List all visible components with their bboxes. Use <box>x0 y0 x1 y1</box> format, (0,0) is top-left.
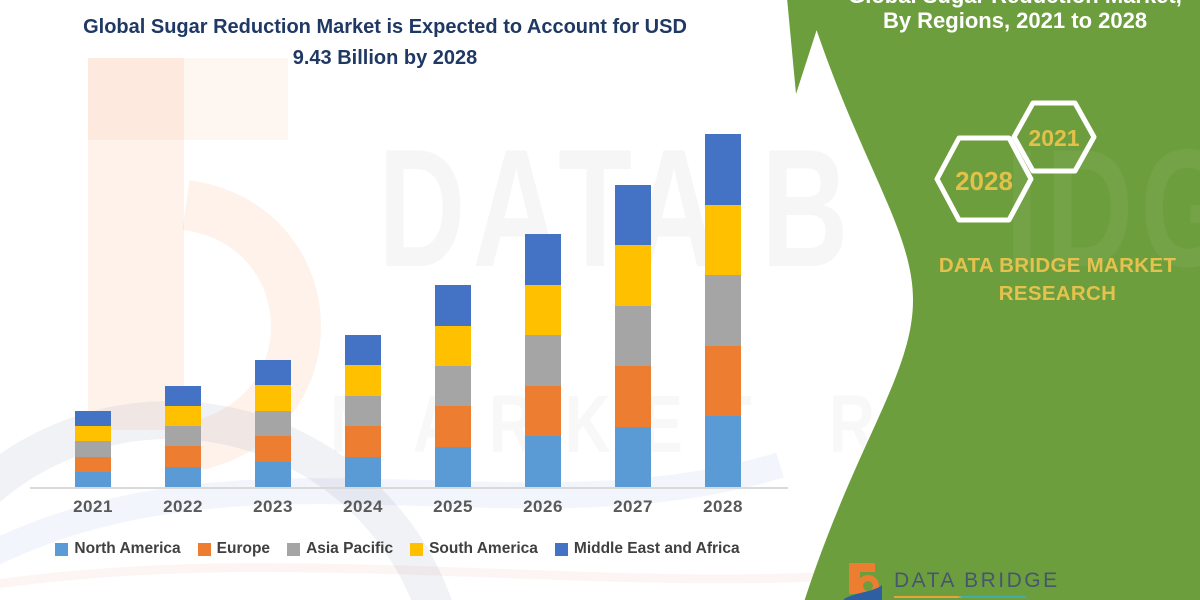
footer-brand-underline <box>894 596 1026 598</box>
legend-label-asia-pacific: Asia Pacific <box>306 540 394 557</box>
bar-segment-asia-pacific-2023 <box>255 410 291 437</box>
bar-segment-middle-east-and-africa-2024 <box>345 334 381 366</box>
panel-brand-line1: DATA BRIDGE MARKET <box>938 254 1177 277</box>
hexagon-year-2021: 2021 <box>1028 125 1080 151</box>
legend-label-europe: Europe <box>216 540 271 557</box>
bar-segment-europe-2022 <box>165 446 201 467</box>
bar-segment-north-america-2028 <box>705 416 741 487</box>
legend-item-asia-pacific: Asia Pacific <box>287 540 393 558</box>
bar-segment-south-america-2021 <box>75 426 111 442</box>
bar-segment-south-america-2026 <box>525 284 561 336</box>
hexagon-year-2028: 2028 <box>955 166 1013 196</box>
legend: North America Europe Asia Pacific South Ame… <box>25 540 770 558</box>
watermark-text-on-panel: IDGE <box>1005 114 1200 302</box>
x-axis-label-2026: 2026 <box>523 497 563 516</box>
bar-segment-asia-pacific-2024 <box>345 395 381 427</box>
bar-segment-asia-pacific-2026 <box>525 335 561 386</box>
bar-segment-europe-2028 <box>705 345 741 417</box>
legend-item-north-america: North America <box>55 540 181 558</box>
bar-segment-south-america-2028 <box>705 204 741 276</box>
watermark-text-main: DATA B <box>378 114 856 302</box>
footer-text-block: DATA BRIDGE MARKET RESEARCH <box>894 561 1060 600</box>
bar-segment-north-america-2026 <box>525 436 561 487</box>
bar-segment-middle-east-and-africa-2022 <box>165 385 201 406</box>
x-axis-label-2024: 2024 <box>343 497 383 516</box>
bar-segment-south-america-2025 <box>435 325 471 366</box>
legend-label-middle-east-and-africa: Middle East and Africa <box>573 540 740 557</box>
panel-brand-line2: RESEARCH <box>998 282 1117 305</box>
legend-swatch-middle-east-and-africa <box>554 542 568 556</box>
bar-segment-asia-pacific-2027 <box>615 305 651 367</box>
bar-segment-middle-east-and-africa-2023 <box>255 360 291 386</box>
legend-item-middle-east-and-africa: Middle East and Africa <box>554 540 740 558</box>
x-axis-label-2022: 2022 <box>163 497 203 516</box>
legend-item-south-america: South America <box>410 540 538 558</box>
bar-segment-middle-east-and-africa-2028 <box>705 134 741 205</box>
hexagon-2021-outline <box>1011 100 1097 174</box>
panel-heading-clipped: Global Sugar Reduction Market, <box>830 0 1200 9</box>
x-axis-line <box>30 487 788 489</box>
bar-segment-europe-2027 <box>615 366 651 427</box>
x-axis-label-2023: 2023 <box>253 497 293 516</box>
bar-segment-south-america-2024 <box>345 365 381 396</box>
x-axis-label-2025: 2025 <box>433 497 473 516</box>
bar-segment-north-america-2023 <box>255 461 291 487</box>
bar-segment-south-america-2023 <box>255 385 291 411</box>
legend-label-south-america: South America <box>429 540 538 557</box>
bar-segment-asia-pacific-2022 <box>165 426 201 447</box>
legend-swatch-europe <box>197 542 211 556</box>
chart-title-line2: 9.43 Billion by 2028 <box>292 47 478 69</box>
bar-segment-europe-2023 <box>255 436 291 462</box>
x-axis-label-2028: 2028 <box>703 497 743 516</box>
panel-heading: By Regions, 2021 to 2028 <box>882 8 1148 33</box>
bar-segment-middle-east-and-africa-2025 <box>435 285 471 326</box>
bar-segment-europe-2026 <box>525 385 561 437</box>
panel-brand-text: DATA BRIDGE MARKET RESEARCH <box>930 252 1185 308</box>
bar-segment-asia-pacific-2028 <box>705 275 741 346</box>
bar-segment-north-america-2024 <box>345 456 381 487</box>
bar-segment-south-america-2022 <box>165 405 201 427</box>
bar-segment-south-america-2027 <box>615 245 651 306</box>
legend-swatch-asia-pacific <box>287 542 301 556</box>
legend-swatch-south-america <box>410 542 424 556</box>
bar-segment-asia-pacific-2025 <box>435 365 471 407</box>
legend-item-europe: Europe <box>197 540 271 558</box>
bar-segment-europe-2021 <box>75 456 111 472</box>
chart-title-line1: Global Sugar Reduction Market is Expecte… <box>83 16 687 38</box>
bar-segment-asia-pacific-2021 <box>75 441 111 457</box>
hexagon-2028-outline <box>934 135 1034 223</box>
bar-segment-north-america-2022 <box>165 466 201 487</box>
chart-title: Global Sugar Reduction Market is Expecte… <box>30 12 740 74</box>
bar-segment-middle-east-and-africa-2027 <box>615 184 651 246</box>
bar-segment-europe-2024 <box>345 426 381 457</box>
bar-segment-europe-2025 <box>435 406 471 447</box>
legend-swatch-north-america <box>55 542 69 556</box>
legend-label-north-america: North America <box>74 540 181 557</box>
bar-segment-north-america-2027 <box>615 426 651 487</box>
bar-segment-north-america-2025 <box>435 446 471 487</box>
bar-segment-north-america-2021 <box>75 471 111 487</box>
x-axis-label-2027: 2027 <box>613 497 653 516</box>
bar-segment-middle-east-and-africa-2021 <box>75 411 111 427</box>
bar-segment-middle-east-and-africa-2026 <box>525 234 561 285</box>
x-axis-label-2021: 2021 <box>73 497 113 516</box>
data-bridge-logo-icon <box>844 563 882 600</box>
footer-logo: DATA BRIDGE MARKET RESEARCH <box>842 561 1060 600</box>
footer-brand-text: DATA BRIDGE <box>894 569 1060 592</box>
